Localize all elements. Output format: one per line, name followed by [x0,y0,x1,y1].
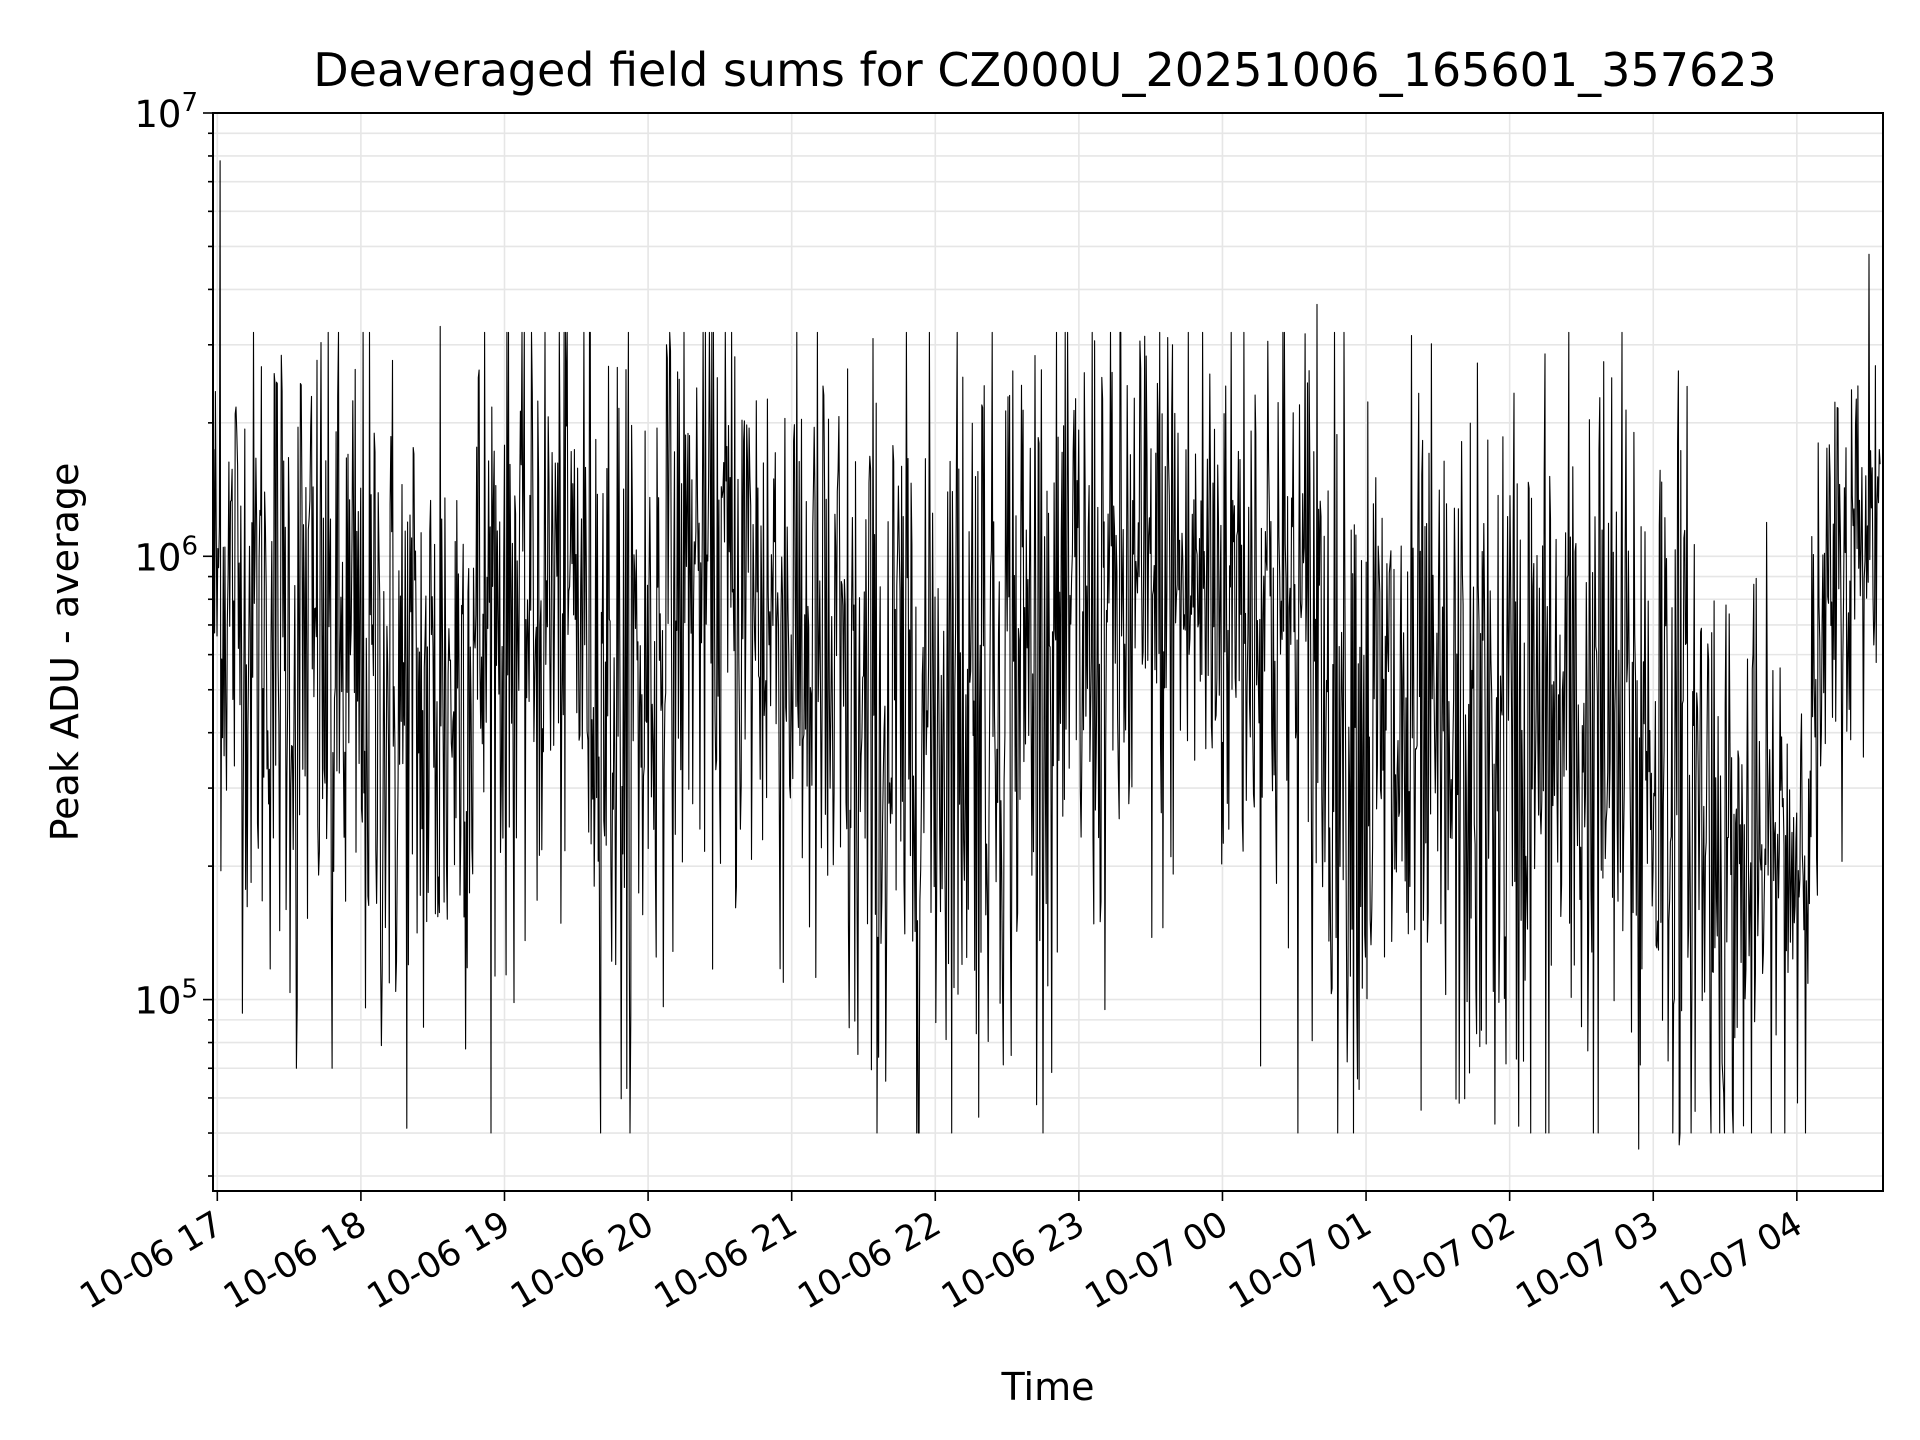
x-axis-label: Time [1001,1365,1095,1409]
y-tick-label: 107 [134,88,198,136]
data-series-line [212,160,1881,1150]
plot-frame [212,112,1884,1192]
y-axis-label: Peak ADU - average [43,463,87,842]
y-tick-label: 105 [134,975,198,1023]
y-axis: 105 106 107 [134,88,213,1177]
y-tick-label: 106 [134,531,198,579]
series-group [212,160,1881,1150]
chart-title: Deaveraged field sums for CZ000U_2025100… [313,43,1777,97]
